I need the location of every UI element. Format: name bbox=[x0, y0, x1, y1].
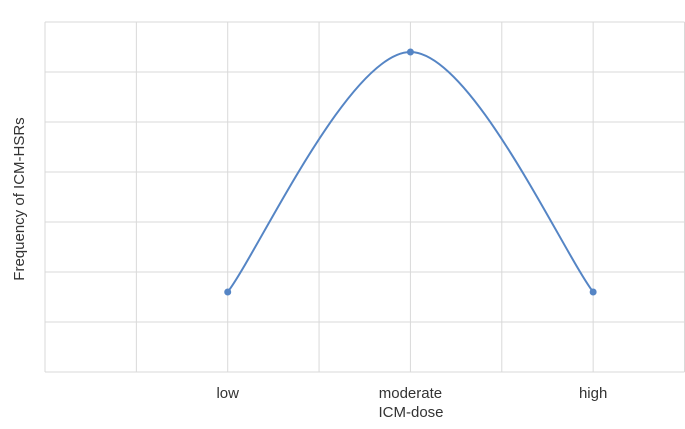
x-tick-label: low bbox=[216, 385, 239, 402]
data-point bbox=[224, 288, 232, 296]
x-tick-label: moderate bbox=[379, 385, 442, 402]
x-axis-title: ICM-dose bbox=[378, 404, 443, 421]
data-point bbox=[589, 288, 597, 296]
y-axis-title: Frequency of ICM-HSRs bbox=[11, 117, 28, 280]
x-tick-label: high bbox=[579, 385, 607, 402]
data-point bbox=[406, 48, 414, 56]
